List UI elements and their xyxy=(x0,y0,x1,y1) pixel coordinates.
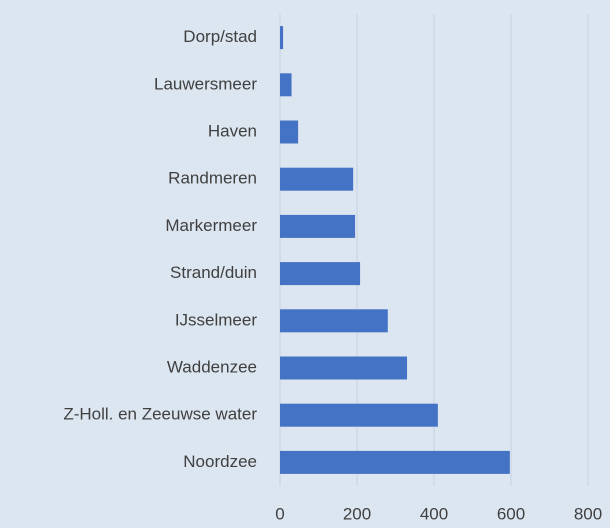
x-tick-label: 200 xyxy=(343,504,371,523)
bar xyxy=(280,214,356,238)
y-tick-label: Markermeer xyxy=(165,216,257,235)
x-tick-label: 0 xyxy=(275,504,284,523)
x-tick-label: 600 xyxy=(497,504,525,523)
y-tick-label: Dorp/stad xyxy=(183,27,257,46)
y-tick-label: Z-Holl. en Zeeuwse water xyxy=(63,405,257,424)
y-tick-label: Randmeren xyxy=(168,169,257,188)
bar xyxy=(280,167,354,191)
y-tick-label: Haven xyxy=(208,121,257,140)
x-tick-label: 400 xyxy=(420,504,448,523)
bar xyxy=(280,262,361,286)
bar xyxy=(280,26,284,50)
bar xyxy=(280,73,292,97)
y-tick-label: Noordzee xyxy=(183,452,257,471)
y-tick-label: Lauwersmeer xyxy=(154,74,257,93)
y-tick-label: IJsselmeer xyxy=(175,310,258,329)
bar xyxy=(280,309,388,333)
bar xyxy=(280,120,299,144)
bar xyxy=(280,403,438,427)
bar xyxy=(280,450,510,474)
y-tick-label: Waddenzee xyxy=(167,357,257,376)
y-tick-label: Strand/duin xyxy=(170,263,257,282)
x-tick-label: 800 xyxy=(574,504,602,523)
bar xyxy=(280,356,408,380)
